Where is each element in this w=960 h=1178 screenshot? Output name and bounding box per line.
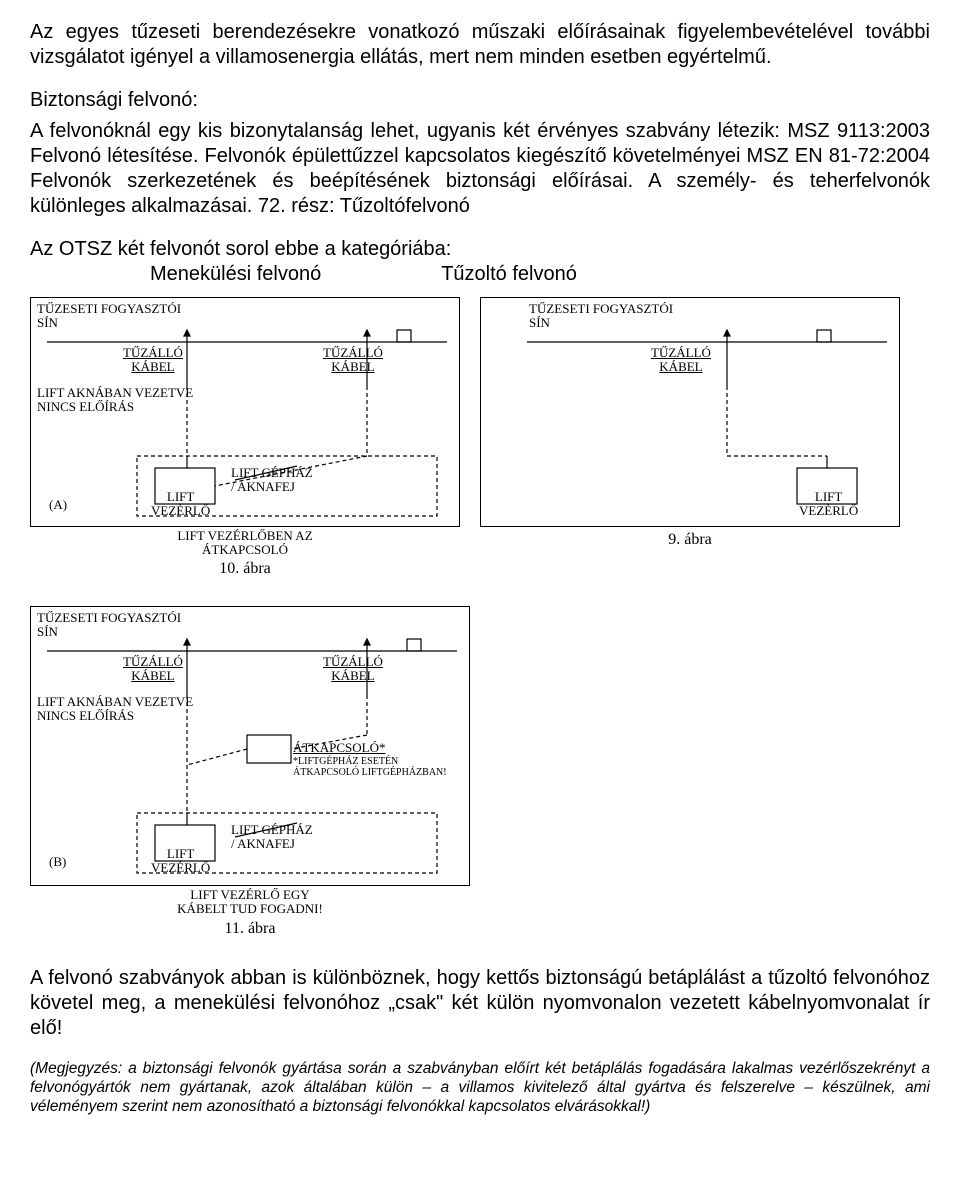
label-lift-room: LIFT GÉPHÁZ/ AKNAFEJ	[231, 466, 313, 493]
label-bus-11: TŰZESETI FOGYASZTÓISÍN	[37, 611, 181, 638]
paragraph-difference: A felvonó szabványok abban is különbözne…	[30, 966, 930, 1041]
figure-9: TŰZESETI FOGYASZTÓISÍN TŰZÁLLÓKÁBEL LIFT…	[480, 297, 900, 549]
paragraph-note: (Megjegyzés: a biztonsági felvonók gyárt…	[30, 1059, 930, 1117]
diagram-row-1: TŰZESETI FOGYASZTÓISÍN TŰZÁLLÓKÁBEL TŰZÁ…	[30, 297, 930, 578]
label-lift-room-11: LIFT GÉPHÁZ/ AKNAFEJ	[231, 823, 313, 850]
label-cable-left: TŰZÁLLÓKÁBEL	[123, 346, 183, 373]
label-lift-ctrl-9: LIFTVEZÉRLŐ	[799, 490, 858, 517]
paragraph-intro: Az egyes tűzeseti berendezésekre vonatko…	[30, 20, 930, 70]
category-fire-elevator: Tűzoltó felvonó	[441, 262, 577, 287]
label-cable-11r: TŰZÁLLÓKÁBEL	[323, 655, 383, 682]
figure-11: TŰZESETI FOGYASZTÓISÍN TŰZÁLLÓKÁBEL TŰZÁ…	[30, 606, 470, 937]
label-lift-ctrl-11: LIFTVEZÉRLŐ	[151, 847, 210, 874]
figure-10: TŰZESETI FOGYASZTÓISÍN TŰZÁLLÓKÁBEL TŰZÁ…	[30, 297, 460, 578]
figure-11-caption: 11. ábra	[225, 920, 276, 938]
figure-9-frame: TŰZESETI FOGYASZTÓISÍN TŰZÁLLÓKÁBEL LIFT…	[480, 297, 900, 527]
label-bus: TŰZESETI FOGYASZTÓISÍN	[37, 302, 181, 329]
figure-9-caption: 9. ábra	[668, 531, 712, 549]
label-switch-note: *LIFTGÉPHÁZ ESETÉNÁTKAPCSOLÓ LIFTGÉPHÁZB…	[293, 757, 447, 778]
label-shaft: LIFT AKNÁBAN VEZETVENINCS ELŐÍRÁS	[37, 386, 193, 413]
paragraph-standards: A felvonóknál egy kis bizonytalanság leh…	[30, 119, 930, 219]
figure-10-caption: 10. ábra	[219, 560, 271, 578]
figure-10-frame: TŰZESETI FOGYASZTÓISÍN TŰZÁLLÓKÁBEL TŰZÁ…	[30, 297, 460, 527]
document-page: Az egyes tűzeseti berendezésekre vonatko…	[0, 0, 960, 1157]
label-variant-a-text: LIFT VEZÉRLŐBEN AZÁTKAPCSOLÓ	[177, 529, 312, 556]
category-row: Menekülési felvonó Tűzoltó felvonó	[30, 262, 930, 287]
label-lift-ctrl: LIFTVEZÉRLŐ	[151, 490, 210, 517]
label-variant-b-text: LIFT VEZÉRLŐ EGYKÁBELT TUD FOGADNI!	[177, 888, 323, 915]
label-switch: ÁTKAPCSOLÓ*	[293, 741, 385, 755]
label-variant-b: (B)	[49, 855, 66, 869]
label-cable-9: TŰZÁLLÓKÁBEL	[651, 346, 711, 373]
label-cable-right: TŰZÁLLÓKÁBEL	[323, 346, 383, 373]
paragraph-categories: Az OTSZ két felvonót sorol ebbe a kategó…	[30, 237, 930, 262]
section-title: Biztonsági felvonó:	[30, 88, 930, 113]
label-shaft-11: LIFT AKNÁBAN VEZETVENINCS ELŐÍRÁS	[37, 695, 193, 722]
label-cable-11l: TŰZÁLLÓKÁBEL	[123, 655, 183, 682]
figure-11-frame: TŰZESETI FOGYASZTÓISÍN TŰZÁLLÓKÁBEL TŰZÁ…	[30, 606, 470, 886]
category-escape-elevator: Menekülési felvonó	[30, 262, 321, 287]
diagram-row-2: TŰZESETI FOGYASZTÓISÍN TŰZÁLLÓKÁBEL TŰZÁ…	[30, 606, 930, 937]
label-variant-a: (A)	[49, 498, 67, 512]
label-bus-9: TŰZESETI FOGYASZTÓISÍN	[529, 302, 673, 329]
